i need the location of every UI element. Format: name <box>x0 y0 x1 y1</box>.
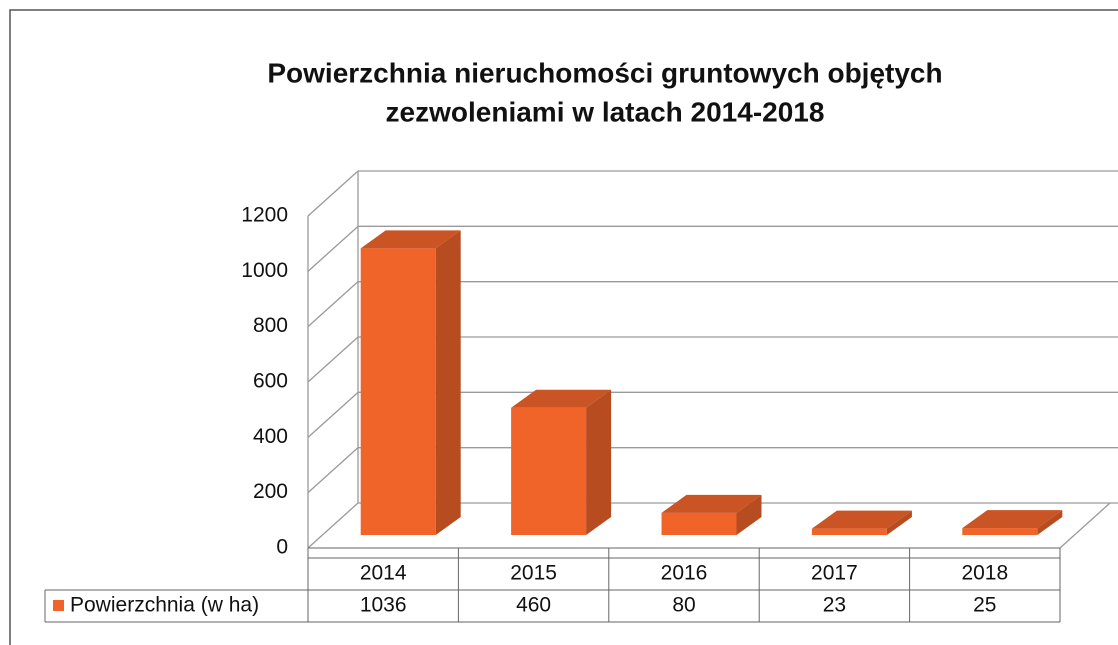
grid-line <box>307 391 359 438</box>
chart-title: Powierzchnia nieruchomości gruntowych ob… <box>267 57 942 88</box>
table-value: 25 <box>973 594 996 617</box>
y-tick-label: 400 <box>253 425 288 448</box>
y-tick-label: 1000 <box>241 259 288 282</box>
bar-front <box>661 512 737 535</box>
y-tick-label: 1200 <box>241 204 288 227</box>
table-value: 1036 <box>360 594 407 617</box>
x-tick-label: 2014 <box>360 562 407 585</box>
grid-line <box>307 225 359 272</box>
bar-top <box>511 389 612 408</box>
y-tick-label: 800 <box>253 314 288 337</box>
bar-side <box>1037 510 1063 535</box>
grid-line <box>307 170 359 217</box>
chart-frame <box>9 9 1118 645</box>
bar-front <box>360 248 436 535</box>
bar-side <box>435 230 461 535</box>
chart-subtitle: zezwoleniami w latach 2014-2018 <box>386 96 825 127</box>
bar-top <box>811 510 912 529</box>
bar-side <box>586 389 612 535</box>
legend-swatch <box>53 600 64 611</box>
bar <box>360 230 461 535</box>
floor-edge <box>1059 502 1111 549</box>
grid-line <box>307 281 359 328</box>
bar-front <box>511 407 587 535</box>
legend-label: Powierzchnia (w ha) <box>70 594 259 617</box>
table-value: 80 <box>672 594 695 617</box>
bar-side <box>736 494 762 535</box>
bar-top <box>661 494 762 513</box>
bar-top <box>962 510 1063 529</box>
bar <box>962 510 1063 535</box>
table-value: 460 <box>516 594 551 617</box>
x-tick-label: 2015 <box>510 562 557 585</box>
bar-front <box>962 528 1038 535</box>
bar-top <box>360 230 461 249</box>
bar-side <box>886 510 912 535</box>
grid-line <box>307 336 359 383</box>
y-tick-label: 600 <box>253 370 288 393</box>
y-tick-label: 200 <box>253 480 288 503</box>
x-tick-label: 2017 <box>811 562 858 585</box>
grid-line <box>307 447 359 494</box>
bar <box>811 510 912 535</box>
bar <box>511 389 612 535</box>
table-value: 23 <box>823 594 846 617</box>
grid-line <box>307 502 359 549</box>
x-tick-label: 2016 <box>661 562 708 585</box>
x-tick-label: 2018 <box>961 562 1008 585</box>
y-tick-label: 0 <box>276 536 288 559</box>
bar-front <box>811 528 887 535</box>
bar <box>661 494 762 535</box>
